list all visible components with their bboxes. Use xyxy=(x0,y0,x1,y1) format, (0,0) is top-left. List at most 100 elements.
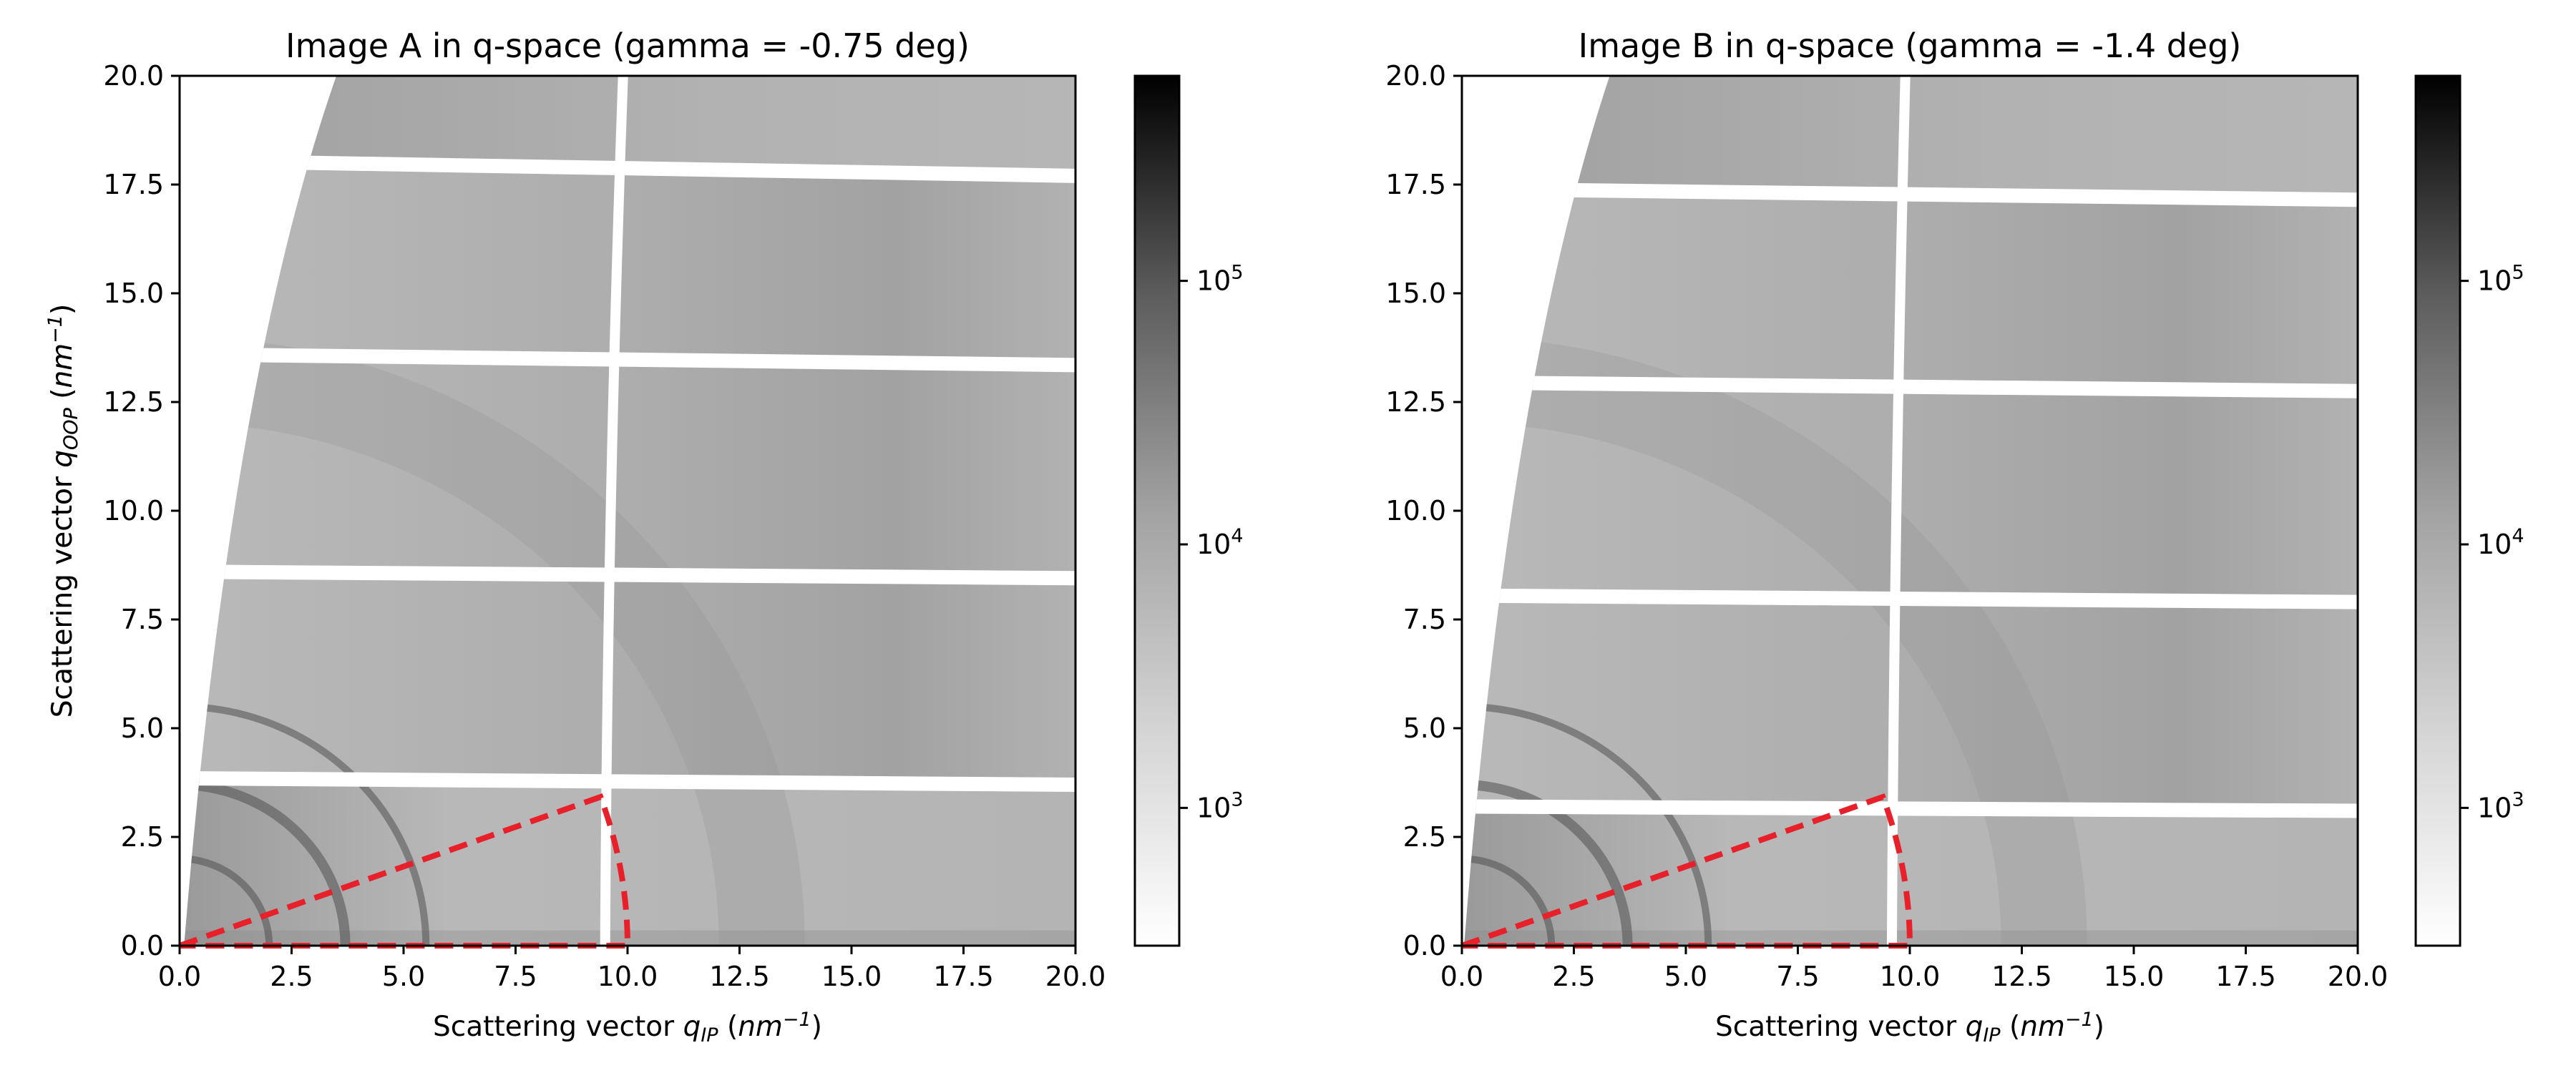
panel-image-a: 0.0 2.5 5.0 7.5 10.0 12.5 15.0 17.5 20.0 0.0 2.5 5.… xyxy=(44,26,1244,1047)
x-tick-label: 0.0 xyxy=(1440,961,1483,992)
colorbar xyxy=(1133,74,1181,947)
y-axis-label-unit: nm xyxy=(47,343,79,388)
y-tick-label: 7.5 xyxy=(1403,604,1446,635)
y-axis-label-symbol: q xyxy=(47,450,79,468)
y-tick-label: 17.5 xyxy=(103,169,164,200)
y-tick-label: 10.0 xyxy=(103,495,164,526)
x-axis-label-unit-close: ) xyxy=(811,1011,822,1043)
diffraction-ring xyxy=(1464,855,1556,946)
x-tick-label: 2.5 xyxy=(1552,961,1595,992)
chart-title: Image A in q-space (gamma = -0.75 deg) xyxy=(286,26,970,65)
y-axis-label-unit-open: ( xyxy=(47,388,79,408)
chart-title: Image B in q-space (gamma = -1.4 deg) xyxy=(1579,26,2242,65)
colorbar-tick-label: 104 xyxy=(2477,525,2524,560)
y-axis-label-prefix: Scattering vector xyxy=(47,468,79,718)
diffraction-ring xyxy=(184,780,351,946)
colorbar-tick-exp: 4 xyxy=(1231,525,1243,547)
x-tick-label: 10.0 xyxy=(1880,961,1941,992)
intensity-band xyxy=(184,354,1075,579)
x-tick-label: 15.0 xyxy=(821,961,882,992)
panel-image-b: 0.0 2.5 5.0 7.5 10.0 12.5 15.0 17.5 20.0 0.0 2.5 5.… xyxy=(44,26,2524,1047)
y-tick-label: 12.5 xyxy=(1385,386,1446,418)
intensity-band xyxy=(184,572,1075,785)
x-tick-label: 7.5 xyxy=(494,961,537,992)
x-axis-label-unit-close: ) xyxy=(2094,1011,2104,1043)
colorbar-tick-label: 103 xyxy=(1196,788,1244,823)
x-axis-label-sup: −1 xyxy=(783,1009,811,1031)
colorbar xyxy=(2414,74,2462,947)
colorbar-tick-label: 105 xyxy=(2477,262,2524,297)
intensity-band xyxy=(1464,382,2358,602)
detector-gap-horizontal xyxy=(1464,799,2358,818)
y-axis-label-sub: OOP xyxy=(60,407,82,450)
x-tick-label: 0.0 xyxy=(158,961,201,992)
x-tick-label: 10.0 xyxy=(597,961,658,992)
intensity-band xyxy=(1464,76,2358,200)
y-axis-label-unit-close: ) xyxy=(47,304,79,315)
x-tick-label: 15.0 xyxy=(2104,961,2165,992)
x-axis-label-unit-open: ( xyxy=(2001,1011,2021,1043)
y-axis-label-unit: nm xyxy=(47,343,79,388)
colorbar-tick-label: 104 xyxy=(1196,525,1244,560)
y-axis-label-unit-open: ( xyxy=(47,388,79,408)
colorbar-tick-exp: 5 xyxy=(1231,262,1243,284)
detector-gap-horizontal xyxy=(1464,182,2358,207)
colorbar-tick-label: 105 xyxy=(1196,262,1244,297)
intensity-band xyxy=(1464,189,2358,391)
y-tick-label: 15.0 xyxy=(1385,278,1446,309)
x-tick-label: 5.0 xyxy=(1664,961,1707,992)
diffraction-ring xyxy=(1464,780,1633,946)
diffraction-ring xyxy=(1464,702,1712,946)
y-tick-label: 20.0 xyxy=(1385,60,1446,92)
colorbar-tick-base: 10 xyxy=(1196,265,1231,297)
colorbar-tick-base: 10 xyxy=(2477,792,2512,823)
x-tick-label: 7.5 xyxy=(1776,961,1819,992)
y-axis-label-prefix: Scattering vector xyxy=(47,468,79,718)
x-tick-label: 20.0 xyxy=(2328,961,2389,992)
x-tick-label: 12.5 xyxy=(1991,961,2052,992)
detector-gap-horizontal xyxy=(1464,588,2358,609)
colorbar-tick-exp: 5 xyxy=(2512,262,2524,284)
detector-gap-horizontal xyxy=(1464,375,2358,398)
detector-gap-horizontal xyxy=(184,564,1075,586)
colorbar-tick-label: 103 xyxy=(2477,788,2524,823)
x-tick-label: 5.0 xyxy=(382,961,425,992)
y-tick-label: 15.0 xyxy=(103,278,164,309)
y-axis-label-sup: −1 xyxy=(44,315,67,343)
colorbar-tick-base: 10 xyxy=(2477,529,2512,560)
y-axis-label-unit-close: ) xyxy=(47,304,79,315)
y-tick-label: 5.0 xyxy=(121,712,164,744)
y-axis-label: Scattering vector qOOP (nm−1) xyxy=(44,304,82,717)
colorbar-tick-exp: 3 xyxy=(1231,788,1243,810)
colorbar-tick-base: 10 xyxy=(1196,529,1231,560)
y-axis-label-symbol: q xyxy=(47,450,79,468)
x-axis-label: Scattering vector qIP (nm−1) xyxy=(1715,1009,2104,1047)
x-axis-label-unit: nm xyxy=(738,1011,783,1043)
x-axis-label-prefix: Scattering vector xyxy=(1715,1011,1966,1043)
intensity-band xyxy=(1464,595,2358,811)
colorbar-tick-exp: 4 xyxy=(2512,525,2524,547)
colorbar-tick-base: 10 xyxy=(2477,265,2512,297)
x-tick-label: 20.0 xyxy=(1045,961,1106,992)
y-tick-label: 0.0 xyxy=(1403,930,1446,961)
x-axis-label-sup: −1 xyxy=(2065,1009,2094,1031)
y-tick-label: 7.5 xyxy=(121,604,164,635)
x-axis-label-sub: IP xyxy=(701,1024,718,1047)
y-tick-label: 2.5 xyxy=(121,821,164,853)
x-axis-label-unit-open: ( xyxy=(718,1011,738,1043)
scattering-image xyxy=(1464,76,2358,946)
scattering-image xyxy=(184,76,1075,946)
intensity-band xyxy=(184,76,1075,176)
y-tick-label: 5.0 xyxy=(1403,712,1446,744)
colorbar-tick-base: 10 xyxy=(1196,792,1231,823)
integration-sector-overlay xyxy=(1460,793,1913,949)
y-tick-label: 12.5 xyxy=(103,386,164,418)
x-axis-label-sub: IP xyxy=(1983,1024,2001,1047)
x-axis-label-unit: nm xyxy=(2020,1011,2065,1043)
y-axis-label: Scattering vector qOOP (nm−1) xyxy=(44,304,82,717)
integration-sector-overlay xyxy=(178,793,631,949)
intensity-band xyxy=(184,160,1075,366)
y-axis-label-sup: −1 xyxy=(44,315,67,343)
colorbar-tick-exp: 3 xyxy=(2512,788,2524,810)
x-tick-label: 12.5 xyxy=(709,961,770,992)
